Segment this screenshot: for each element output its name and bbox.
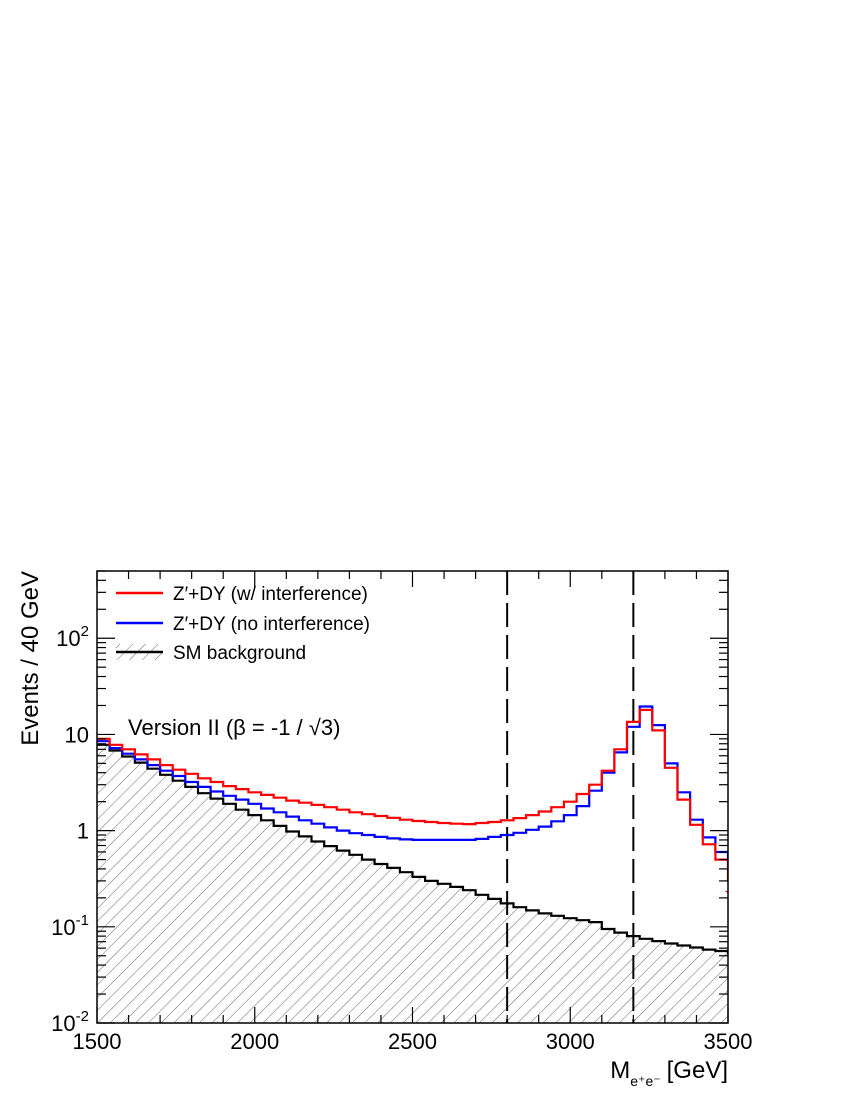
- histogram-series: [97, 705, 728, 965]
- legend-label-0: Z′+DY (w/ interference): [173, 584, 368, 605]
- y-tick-labels: 10-2 10-1 1 10 102: [51, 623, 89, 1036]
- series-0-line: [97, 708, 728, 935]
- y-tick-label: 102: [56, 623, 89, 651]
- y-tick-label: 10-1: [51, 912, 89, 940]
- y-tick-label: 10-2: [51, 1008, 89, 1036]
- series-2-line: [97, 743, 728, 965]
- x-tick-labels: 1500 2000 2500 3000 3500: [73, 1029, 753, 1054]
- y-tick-label: 10: [65, 722, 89, 747]
- axis-ticks: [96, 570, 729, 1024]
- background-hatched-fill: [97, 744, 728, 1023]
- signal-window-lines: [506, 571, 635, 1023]
- x-tick-label: 2500: [388, 1029, 437, 1054]
- x-tick-label: 2000: [230, 1029, 279, 1054]
- legend: Z′+DY (w/ interference) Z′+DY (no interfe…: [116, 584, 370, 664]
- background-hatch-area: [97, 744, 728, 1023]
- legend-label-2: SM background: [173, 643, 306, 664]
- y-tick-label: 1: [77, 819, 89, 844]
- version-annotation: Version II (β = -1 / √3): [128, 715, 340, 740]
- x-tick-label: 3500: [704, 1029, 753, 1054]
- x-tick-label: 1500: [73, 1029, 122, 1054]
- x-tick-label: 3000: [546, 1029, 595, 1054]
- legend-label-1: Z′+DY (no interference): [173, 614, 370, 635]
- y-axis-title: Events / 40 GeV: [17, 571, 44, 746]
- x-axis-title: Me⁺e⁻ [GeV]: [610, 1057, 728, 1089]
